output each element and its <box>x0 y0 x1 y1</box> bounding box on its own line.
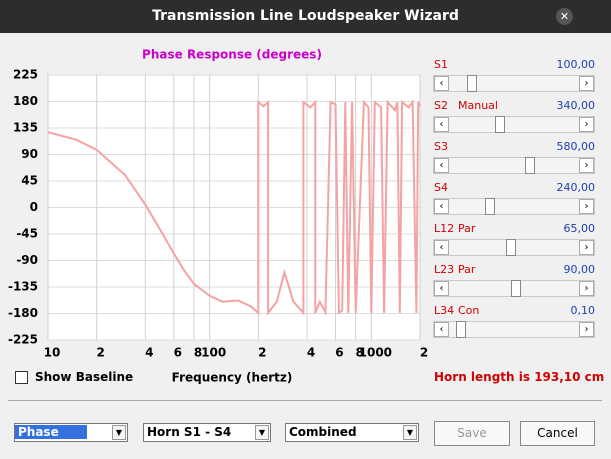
chart-title: Phase Response (degrees) <box>142 48 322 62</box>
x-tick-label: 6 <box>174 346 182 360</box>
x-tick-label: 100 <box>201 346 226 360</box>
y-tick-label: 45 <box>21 174 38 188</box>
y-tick-label: 180 <box>13 94 38 108</box>
slider-value: 65,00 <box>563 222 596 235</box>
scroll-thumb[interactable] <box>456 321 466 338</box>
scroll-left[interactable]: ‹ <box>434 158 449 173</box>
close-button[interactable]: ✕ <box>556 8 573 25</box>
y-tick-label: 0 <box>30 200 38 214</box>
scroll-right[interactable]: › <box>579 158 594 173</box>
slider-name: L34 <box>434 304 455 317</box>
scroll-right[interactable]: › <box>579 281 594 296</box>
y-tick-label: -180 <box>8 306 38 320</box>
scroll-left[interactable]: ‹ <box>434 117 449 132</box>
slider-mode: Manual <box>458 99 498 112</box>
scroll-thumb[interactable] <box>525 157 535 174</box>
x-tick-label: 1000 <box>359 346 392 360</box>
dropdown-text: Horn S1 - S4 <box>147 425 232 439</box>
slider-name: S2 <box>434 99 448 112</box>
scroll-right[interactable]: › <box>579 240 594 255</box>
y-tick-label: 225 <box>13 68 38 82</box>
separator <box>8 400 602 401</box>
slider-mode: Par <box>458 263 476 276</box>
dropdown[interactable]: Phase ▼ <box>14 423 128 442</box>
scroll-thumb[interactable] <box>511 280 521 297</box>
dropdown-text: Phase <box>15 425 87 439</box>
scroll-thumb[interactable] <box>467 75 477 92</box>
title-bar: Transmission Line Loudspeaker Wizard ✕ <box>0 0 611 33</box>
scroll-right[interactable]: › <box>579 199 594 214</box>
scroll-left[interactable]: ‹ <box>434 322 449 337</box>
y-tick-label: 135 <box>13 121 38 135</box>
x-tick-label: 8 <box>194 346 202 360</box>
slider-name: S3 <box>434 140 448 153</box>
slider-value: 0,10 <box>570 304 596 317</box>
scroll-right[interactable]: › <box>579 322 594 337</box>
x-tick-label: 4 <box>307 346 315 360</box>
slider-name: S4 <box>434 181 448 194</box>
x-tick-label: 2 <box>258 346 266 360</box>
slider-value: 90,00 <box>563 263 596 276</box>
checkbox-label[interactable]: Show Baseline <box>35 370 134 384</box>
x-tick-label: 4 <box>145 346 153 360</box>
scroll-left[interactable]: ‹ <box>434 240 449 255</box>
x-tick-label: 8 <box>355 346 363 360</box>
scrollbar[interactable]: ‹ › <box>433 116 595 133</box>
scrollbar[interactable]: ‹ › <box>433 239 595 256</box>
scroll-left[interactable]: ‹ <box>434 281 449 296</box>
y-tick-label: -45 <box>16 227 38 241</box>
x-tick-label: 2 <box>96 346 104 360</box>
scroll-thumb[interactable] <box>485 198 495 215</box>
slider-name: L23 <box>434 263 455 276</box>
scrollbar[interactable]: ‹ › <box>433 75 595 92</box>
window-title: Transmission Line Loudspeaker Wizard <box>152 8 459 24</box>
y-tick-label: -135 <box>8 280 38 294</box>
y-tick-label: 90 <box>21 147 38 161</box>
slider-value: 340,00 <box>556 99 596 112</box>
slider-value: 100,00 <box>556 58 596 71</box>
scrollbar[interactable]: ‹ › <box>433 198 595 215</box>
dropdown-text: Combined <box>289 425 357 439</box>
y-tick-label: -225 <box>8 333 38 347</box>
scroll-thumb[interactable] <box>506 239 516 256</box>
y-tick-label: -90 <box>16 253 38 267</box>
dropdown[interactable]: Horn S1 - S4 ▼ <box>143 423 271 442</box>
scroll-left[interactable]: ‹ <box>434 76 449 91</box>
x-axis-label: Frequency (hertz) <box>172 371 293 385</box>
slider-name: L12 <box>434 222 455 235</box>
scroll-right[interactable]: › <box>579 117 594 132</box>
slider-value: 580,00 <box>556 140 596 153</box>
scroll-thumb[interactable] <box>495 116 505 133</box>
dropdown[interactable]: Combined ▼ <box>285 423 419 442</box>
x-tick-label: 10 <box>44 346 61 360</box>
scroll-right[interactable]: › <box>579 76 594 91</box>
chart: Phase Response (degrees) Frequency (hert… <box>8 48 428 385</box>
cancel-button[interactable]: Cancel <box>520 421 595 446</box>
save-button: Save <box>434 421 510 446</box>
scrollbar[interactable]: ‹ › <box>433 321 595 338</box>
scrollbar[interactable]: ‹ › <box>433 280 595 297</box>
x-tick-label: 6 <box>335 346 343 360</box>
status-text: Horn length is 193,10 cm <box>434 370 605 384</box>
phase-line <box>47 99 421 317</box>
slider-mode: Par <box>458 222 476 235</box>
checkbox[interactable] <box>15 371 28 384</box>
slider-mode: Con <box>458 304 480 317</box>
slider-value: 240,00 <box>556 181 596 194</box>
scrollbar[interactable]: ‹ › <box>433 157 595 174</box>
scroll-left[interactable]: ‹ <box>434 199 449 214</box>
x-tick-label: 2 <box>420 346 428 360</box>
slider-name: S1 <box>434 58 448 71</box>
